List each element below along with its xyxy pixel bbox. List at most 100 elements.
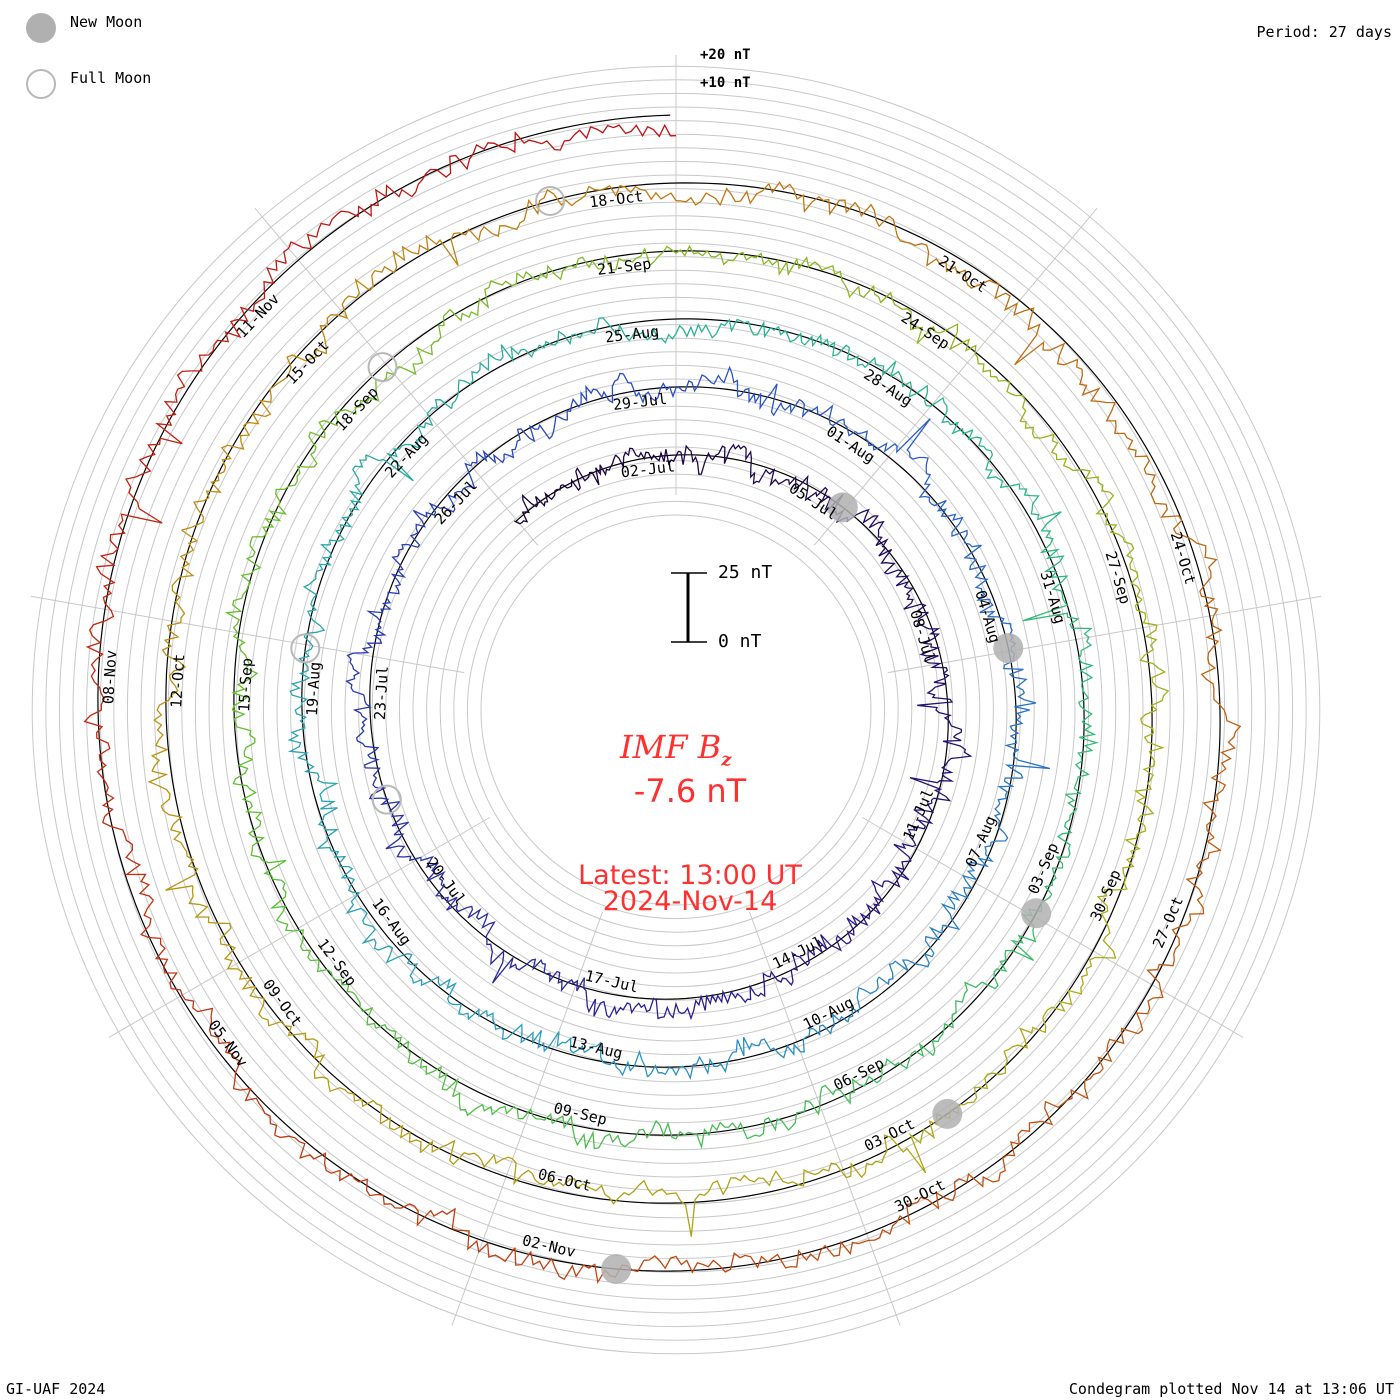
date-tick-label: 09-Sep xyxy=(552,1099,609,1129)
bz-trace-segment xyxy=(345,623,387,696)
bz-trace-segment xyxy=(890,370,974,435)
new-moon-legend-icon xyxy=(26,13,56,43)
bz-trace-segment xyxy=(751,1084,840,1138)
grid-circle xyxy=(480,514,872,906)
bz-trace-segment xyxy=(916,611,949,675)
bz-trace-segment xyxy=(854,418,931,470)
credit-label: GI-UAF 2024 xyxy=(6,1380,106,1398)
bz-trace-segment xyxy=(514,484,564,525)
date-tick-label: 12-Oct xyxy=(167,653,188,708)
bz-trace-segment xyxy=(883,562,929,614)
bz-trace-segment xyxy=(327,1078,422,1153)
bz-trace-segment xyxy=(918,469,968,541)
bz-trace-segment xyxy=(993,282,1083,370)
date-tick-label: 06-Oct xyxy=(536,1165,593,1195)
legend-full-moon-label: Full Moon xyxy=(70,69,152,87)
bz-trace-segment xyxy=(608,997,686,1020)
plotted-label: Condegram plotted Nov 14 at 13:06 UT xyxy=(1068,1380,1394,1398)
bz-trace-segment xyxy=(274,1134,391,1205)
bz-trace-segment xyxy=(896,1154,1008,1226)
bz-trace-segment xyxy=(546,247,651,281)
date-tick-label: 17-Jul xyxy=(583,967,640,997)
bz-trace-segment xyxy=(181,425,251,531)
bz-trace-segment xyxy=(878,925,944,986)
bz-trace-segment xyxy=(801,333,897,378)
bz-trace-segment xyxy=(968,1017,1047,1104)
bz-trace-segment xyxy=(101,776,154,901)
bz-trace-segment xyxy=(249,465,307,557)
bz-trace-segment xyxy=(524,317,619,358)
bz-trace-segment xyxy=(411,130,542,198)
bz-trace-segment xyxy=(984,777,1023,855)
bz-trace-segment xyxy=(224,555,262,661)
bz-trace-segment xyxy=(302,544,332,635)
bz-trace-segment xyxy=(615,447,680,470)
grid-circle xyxy=(466,500,886,920)
bz-trace-segment xyxy=(1171,836,1222,961)
bz-trace-segment xyxy=(306,392,380,468)
bz-trace-segment xyxy=(1044,793,1078,895)
bz-trace-segment xyxy=(375,312,448,393)
bz-trace-segment xyxy=(1095,491,1143,601)
bz-trace-segment xyxy=(541,123,677,151)
bz-trace-segment xyxy=(208,1015,278,1136)
bz-trace-segment xyxy=(1079,369,1151,475)
bz-trace-segment xyxy=(909,736,973,802)
date-tick-label: 13-Aug xyxy=(568,1033,625,1063)
bz-trace-segment xyxy=(566,372,637,421)
bz-trace-segment xyxy=(191,259,287,372)
date-labels: 02-Jul05-Jul08-Jul11-Jul14-Jul17-Jul20-J… xyxy=(99,187,1199,1261)
bz-trace-segment xyxy=(732,1028,814,1059)
bz-trace-segment xyxy=(450,344,525,409)
new-moon-icon xyxy=(932,1098,963,1129)
bz-trace-segment xyxy=(435,886,496,941)
date-tick-label: 19-Aug xyxy=(303,661,324,716)
bz-trace-segment xyxy=(307,950,377,1029)
bz-trace-segment xyxy=(562,454,617,492)
bz-trace-segment xyxy=(931,976,999,1056)
bz-trace-segment xyxy=(1030,508,1069,603)
radial-gridline xyxy=(30,595,465,674)
radial-gridline xyxy=(861,817,1244,1038)
bz-trace-segment xyxy=(616,323,710,344)
bz-trace-segment xyxy=(963,539,996,618)
bz-trace-segment xyxy=(650,1119,752,1150)
bz-trace-segment xyxy=(83,635,111,778)
latest-date: 2024-Nov-14 xyxy=(602,886,778,917)
bz-trace-segment xyxy=(917,672,963,738)
new-moon-icon xyxy=(1021,898,1052,929)
bz-trace-segment xyxy=(231,659,259,761)
date-tick-label: 02-Jul xyxy=(620,457,676,481)
scale-bar xyxy=(671,572,707,643)
bz-trace-segment xyxy=(635,374,712,405)
bz-trace-segment xyxy=(546,970,610,1019)
bz-trace-segment xyxy=(289,633,314,725)
bz-trace-segment xyxy=(940,853,995,931)
bz-trace-segment xyxy=(411,210,528,266)
full-moon-icon xyxy=(371,784,402,815)
date-tick-label: 02-Nov xyxy=(520,1231,577,1261)
bz-trace-segment xyxy=(390,1203,516,1263)
bz-trace-segment xyxy=(249,986,329,1080)
bz-trace-segment xyxy=(948,331,1027,422)
bz-trace-segment xyxy=(503,414,568,459)
full-moon-icon xyxy=(367,352,398,383)
bz-trace-segment xyxy=(262,859,311,952)
bz-trace-segment xyxy=(1133,709,1165,820)
date-tick-label: 15-Sep xyxy=(235,657,256,712)
date-tick-label: 08-Nov xyxy=(99,649,120,704)
bz-trace-segment xyxy=(398,502,456,554)
bz-trace-segment xyxy=(287,724,339,810)
full-moon-legend-icon xyxy=(26,69,56,99)
bz-trace-segment xyxy=(1096,819,1147,928)
bz-trace-segment xyxy=(232,758,266,861)
bz-trace-segment xyxy=(447,449,505,504)
bz-trace-segment xyxy=(645,183,770,207)
period-label: Period: 27 days xyxy=(1256,23,1392,41)
bz-trace-segment xyxy=(1202,709,1242,838)
bz-trace-segment xyxy=(565,1036,649,1078)
zero-line xyxy=(97,114,1221,1272)
full-moon-icon xyxy=(535,185,566,216)
zero-line-spiral xyxy=(97,114,1221,1272)
bz-trace-segment xyxy=(649,244,756,266)
